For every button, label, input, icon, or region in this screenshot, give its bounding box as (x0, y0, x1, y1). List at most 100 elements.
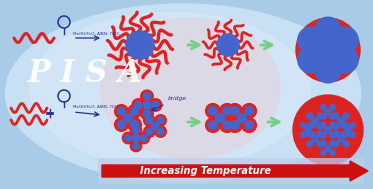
Circle shape (155, 126, 166, 137)
Circle shape (331, 129, 341, 139)
Circle shape (320, 122, 326, 128)
Circle shape (330, 132, 336, 138)
Circle shape (319, 112, 328, 121)
Circle shape (350, 132, 355, 137)
Circle shape (330, 114, 335, 119)
Circle shape (125, 135, 131, 141)
Circle shape (157, 128, 164, 135)
Circle shape (321, 114, 326, 119)
Circle shape (141, 90, 153, 103)
Circle shape (298, 47, 324, 73)
Circle shape (307, 113, 313, 119)
Circle shape (343, 125, 353, 135)
Circle shape (140, 98, 154, 112)
Circle shape (333, 131, 339, 137)
Circle shape (216, 114, 225, 122)
Circle shape (296, 18, 360, 82)
Circle shape (305, 111, 315, 121)
Circle shape (341, 139, 351, 149)
Circle shape (308, 121, 317, 130)
Circle shape (321, 150, 326, 155)
Circle shape (333, 141, 339, 147)
Circle shape (341, 123, 346, 128)
Circle shape (143, 101, 151, 109)
Circle shape (217, 34, 239, 56)
Circle shape (333, 113, 339, 119)
Circle shape (321, 105, 326, 110)
Circle shape (339, 130, 348, 139)
Ellipse shape (30, 12, 310, 167)
Circle shape (143, 110, 151, 117)
Circle shape (299, 130, 308, 139)
Circle shape (328, 112, 337, 121)
Circle shape (206, 104, 220, 118)
Circle shape (155, 115, 166, 126)
Circle shape (315, 129, 325, 139)
Circle shape (310, 132, 315, 137)
Circle shape (131, 108, 138, 115)
Circle shape (317, 141, 323, 147)
Circle shape (315, 121, 325, 131)
Circle shape (133, 143, 139, 149)
Circle shape (305, 139, 315, 149)
Circle shape (305, 121, 315, 131)
Circle shape (303, 125, 313, 135)
Circle shape (234, 110, 250, 126)
Circle shape (115, 118, 128, 131)
Circle shape (117, 108, 125, 115)
Circle shape (242, 118, 256, 132)
Text: P I S A: P I S A (28, 58, 142, 89)
Circle shape (331, 139, 341, 149)
Circle shape (307, 123, 313, 129)
Circle shape (307, 141, 313, 147)
Circle shape (122, 132, 134, 144)
Circle shape (332, 47, 358, 73)
Circle shape (319, 103, 328, 112)
Circle shape (319, 148, 328, 157)
Circle shape (305, 127, 311, 133)
Text: MeOH/H₂O, AIBN, 70°C: MeOH/H₂O, AIBN, 70°C (73, 105, 120, 109)
Circle shape (310, 133, 320, 145)
Circle shape (117, 121, 125, 129)
Circle shape (138, 132, 150, 144)
Circle shape (317, 131, 323, 137)
Circle shape (141, 107, 153, 120)
Circle shape (328, 120, 338, 130)
Circle shape (317, 123, 323, 129)
Text: Increasing Temperature: Increasing Temperature (140, 166, 270, 176)
Circle shape (128, 118, 141, 131)
Circle shape (151, 122, 159, 129)
Text: MeOH/H₂O, AIBN, 70°C: MeOH/H₂O, AIBN, 70°C (73, 32, 120, 36)
Circle shape (319, 139, 328, 148)
Circle shape (343, 131, 349, 137)
Circle shape (328, 148, 337, 157)
Circle shape (209, 121, 217, 129)
Circle shape (130, 132, 142, 144)
Circle shape (310, 115, 320, 126)
Circle shape (335, 133, 347, 145)
Circle shape (320, 132, 326, 138)
Circle shape (115, 105, 128, 118)
Circle shape (333, 123, 339, 129)
Circle shape (343, 113, 349, 119)
Circle shape (341, 111, 351, 121)
Circle shape (315, 37, 341, 63)
Circle shape (318, 130, 328, 140)
Circle shape (133, 127, 139, 133)
Circle shape (307, 131, 313, 137)
Circle shape (331, 121, 341, 131)
Circle shape (301, 132, 306, 137)
Circle shape (308, 130, 317, 139)
Circle shape (223, 121, 231, 129)
Circle shape (348, 121, 357, 130)
Circle shape (132, 135, 140, 142)
Circle shape (315, 111, 325, 121)
Circle shape (132, 99, 145, 111)
Circle shape (231, 121, 239, 129)
Circle shape (343, 141, 349, 147)
Circle shape (143, 93, 151, 100)
Circle shape (206, 118, 220, 132)
Circle shape (318, 120, 328, 130)
Circle shape (350, 123, 355, 128)
Circle shape (245, 107, 253, 115)
